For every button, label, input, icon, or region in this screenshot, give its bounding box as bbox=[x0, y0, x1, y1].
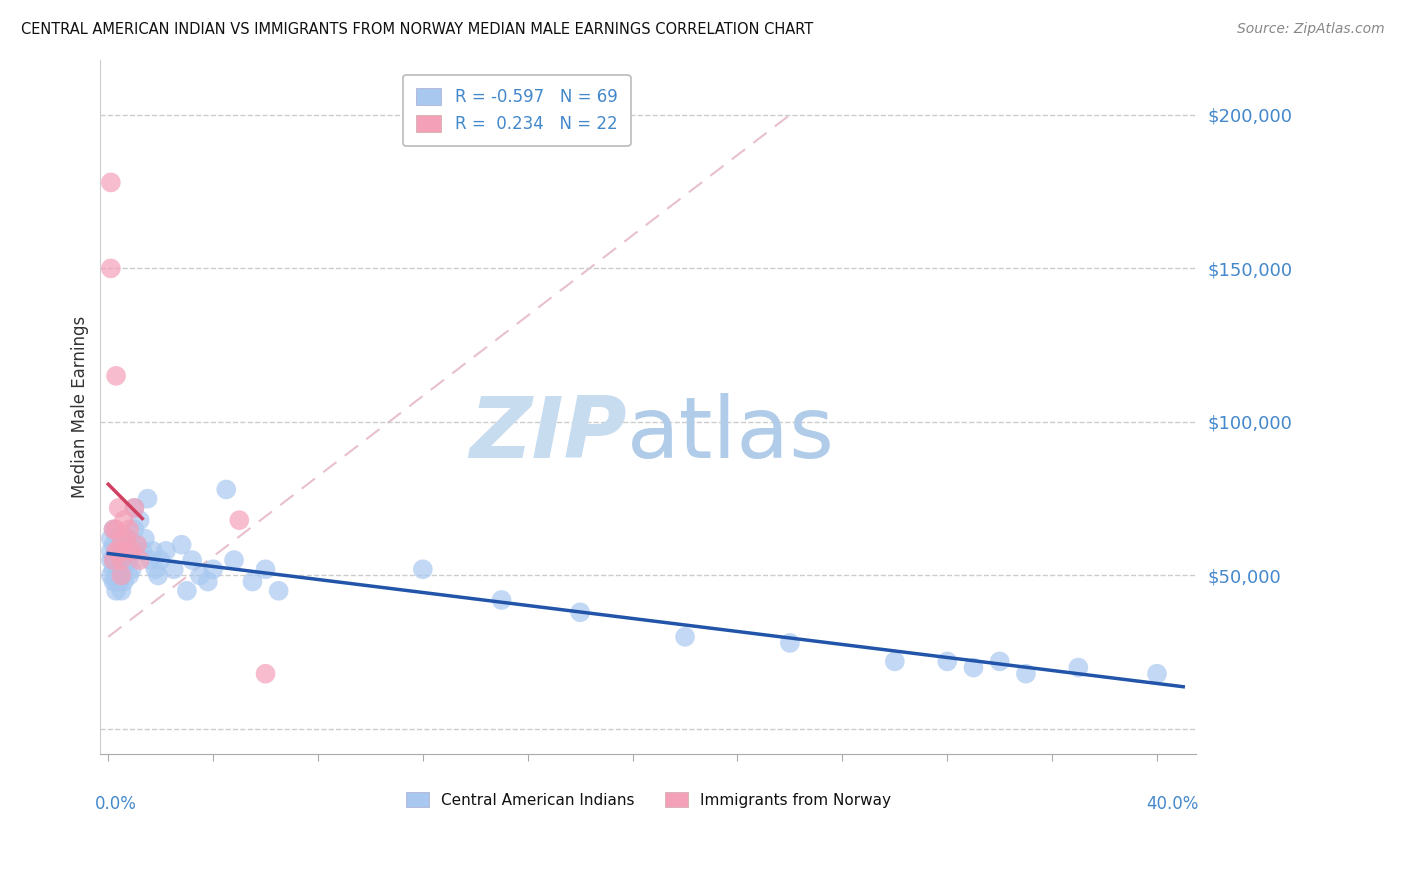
Point bbox=[103, 522, 125, 536]
Point bbox=[107, 574, 129, 589]
Point bbox=[139, 553, 162, 567]
Point bbox=[228, 513, 250, 527]
Point bbox=[962, 660, 984, 674]
Point bbox=[673, 630, 696, 644]
Point bbox=[254, 666, 277, 681]
Point bbox=[149, 553, 172, 567]
Point bbox=[103, 553, 125, 567]
Point bbox=[107, 532, 129, 546]
Point bbox=[110, 538, 132, 552]
Point bbox=[105, 553, 128, 567]
Point bbox=[118, 532, 141, 546]
Point bbox=[115, 553, 138, 567]
Y-axis label: Median Male Earnings: Median Male Earnings bbox=[72, 316, 89, 498]
Point bbox=[110, 532, 132, 546]
Point bbox=[105, 544, 128, 558]
Point bbox=[128, 553, 150, 567]
Point bbox=[105, 568, 128, 582]
Point bbox=[1067, 660, 1090, 674]
Text: atlas: atlas bbox=[627, 392, 834, 475]
Point bbox=[155, 544, 177, 558]
Point bbox=[136, 491, 159, 506]
Point bbox=[128, 513, 150, 527]
Point bbox=[163, 562, 186, 576]
Point bbox=[105, 544, 128, 558]
Point bbox=[779, 636, 801, 650]
Point bbox=[110, 553, 132, 567]
Point bbox=[110, 568, 132, 582]
Point bbox=[569, 605, 592, 619]
Point bbox=[142, 544, 165, 558]
Point bbox=[112, 544, 135, 558]
Point bbox=[118, 568, 141, 582]
Point bbox=[105, 368, 128, 383]
Point bbox=[491, 593, 513, 607]
Point bbox=[134, 532, 156, 546]
Point bbox=[988, 654, 1011, 668]
Point bbox=[103, 553, 125, 567]
Point bbox=[110, 553, 132, 567]
Point bbox=[124, 500, 146, 515]
Point bbox=[1015, 666, 1038, 681]
Point bbox=[115, 532, 138, 546]
Point bbox=[146, 568, 169, 582]
Point bbox=[112, 562, 135, 576]
Point bbox=[107, 500, 129, 515]
Point bbox=[115, 538, 138, 552]
Point bbox=[107, 544, 129, 558]
Point bbox=[110, 568, 132, 582]
Text: ZIP: ZIP bbox=[468, 392, 627, 475]
Point bbox=[1146, 666, 1168, 681]
Point bbox=[181, 553, 204, 567]
Point bbox=[100, 176, 122, 190]
Point bbox=[105, 583, 128, 598]
Text: CENTRAL AMERICAN INDIAN VS IMMIGRANTS FROM NORWAY MEDIAN MALE EARNINGS CORRELATI: CENTRAL AMERICAN INDIAN VS IMMIGRANTS FR… bbox=[21, 22, 813, 37]
Point bbox=[124, 522, 146, 536]
Point bbox=[100, 261, 122, 276]
Point bbox=[176, 583, 198, 598]
Point bbox=[112, 544, 135, 558]
Point bbox=[936, 654, 959, 668]
Point bbox=[170, 538, 193, 552]
Point bbox=[112, 513, 135, 527]
Point bbox=[100, 568, 122, 582]
Point bbox=[118, 522, 141, 536]
Point bbox=[103, 574, 125, 589]
Point bbox=[103, 522, 125, 536]
Text: Source: ZipAtlas.com: Source: ZipAtlas.com bbox=[1237, 22, 1385, 37]
Point bbox=[145, 562, 167, 576]
Legend: Central American Indians, Immigrants from Norway: Central American Indians, Immigrants fro… bbox=[398, 784, 898, 815]
Point bbox=[121, 562, 143, 576]
Point bbox=[105, 574, 128, 589]
Point bbox=[188, 568, 211, 582]
Point bbox=[121, 544, 143, 558]
Point bbox=[112, 574, 135, 589]
Point bbox=[202, 562, 225, 576]
Point bbox=[242, 574, 264, 589]
Point bbox=[125, 538, 148, 552]
Point bbox=[125, 538, 148, 552]
Point bbox=[267, 583, 290, 598]
Point bbox=[100, 553, 122, 567]
Point bbox=[103, 538, 125, 552]
Point bbox=[107, 562, 129, 576]
Point bbox=[222, 553, 245, 567]
Point bbox=[254, 562, 277, 576]
Point bbox=[103, 562, 125, 576]
Point bbox=[110, 583, 132, 598]
Point bbox=[100, 544, 122, 558]
Point bbox=[131, 544, 153, 558]
Point bbox=[118, 553, 141, 567]
Point bbox=[124, 500, 146, 515]
Point bbox=[100, 532, 122, 546]
Point bbox=[107, 544, 129, 558]
Text: 0.0%: 0.0% bbox=[94, 795, 136, 814]
Text: 40.0%: 40.0% bbox=[1146, 795, 1198, 814]
Point bbox=[215, 483, 238, 497]
Point bbox=[197, 574, 219, 589]
Point bbox=[412, 562, 434, 576]
Point bbox=[883, 654, 905, 668]
Point bbox=[105, 522, 128, 536]
Point bbox=[121, 544, 143, 558]
